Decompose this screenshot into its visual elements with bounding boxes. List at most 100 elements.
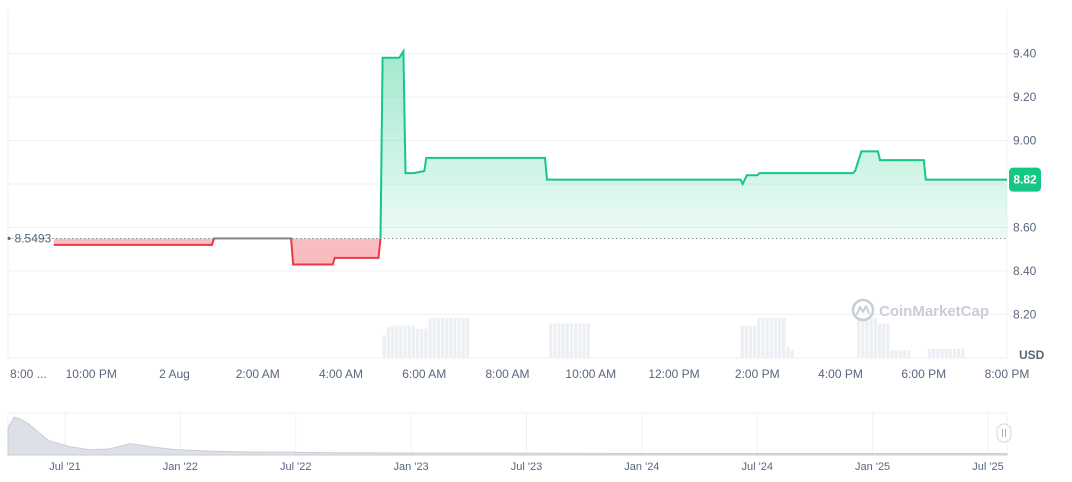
logo-mark — [856, 305, 870, 315]
watermark-text: CoinMarketCap — [879, 303, 989, 320]
coinmarketcap-logo-icon — [851, 298, 875, 322]
volume-bar — [957, 348, 961, 358]
y-tick-label: 9.00 — [1013, 134, 1037, 148]
volume-bar — [386, 327, 390, 358]
y-tick-label: 8.40 — [1013, 264, 1037, 278]
x-tick-label: 4:00 AM — [319, 367, 363, 381]
current-price-label: 8.82 — [1013, 173, 1037, 187]
navigator-tick-label: Jul '21 — [49, 461, 80, 473]
volume-bar — [390, 325, 395, 358]
volume-bar — [873, 318, 877, 358]
volume-bars — [382, 318, 965, 358]
volume-bar — [890, 350, 894, 358]
volume-bar — [927, 348, 932, 358]
y-tick-label: 9.20 — [1013, 90, 1037, 104]
volume-bar — [857, 318, 861, 358]
volume-bar — [753, 325, 757, 358]
y-tick-label: 8.60 — [1013, 221, 1037, 235]
area-above-baseline — [53, 51, 1007, 239]
volume-bar — [574, 323, 578, 358]
volume-bar — [769, 318, 773, 358]
volume-bar — [786, 346, 790, 358]
area-layer — [53, 51, 1007, 265]
volume-bar — [882, 323, 886, 358]
volume-bar — [449, 318, 453, 358]
volume-bar — [415, 328, 420, 358]
volume-bar — [420, 328, 424, 358]
volume-bar — [432, 318, 436, 358]
volume-bar — [861, 318, 865, 358]
volume-bar — [740, 325, 744, 358]
volume-bar — [948, 348, 952, 358]
volume-bar — [961, 348, 965, 358]
volume-bar — [782, 318, 786, 358]
x-tick-label: 4:00 PM — [818, 367, 863, 381]
volume-bar — [932, 348, 936, 358]
volume-bar — [561, 323, 565, 358]
volume-bar — [748, 325, 753, 358]
navigator-tick-label: Jan '22 — [163, 461, 198, 473]
volume-bar — [461, 318, 465, 358]
volume-bar — [569, 323, 574, 358]
volume-bar — [586, 323, 590, 358]
x-tick-label: 10:00 PM — [66, 367, 117, 381]
baseline-label: • 8.5493 — [7, 232, 52, 246]
y-tick-label: 8.20 — [1013, 308, 1037, 322]
volume-bar — [765, 318, 769, 358]
x-tick-label: 8:00 ... — [10, 367, 47, 381]
navigator-area — [7, 416, 1008, 456]
volume-bar — [553, 323, 557, 358]
navigator-tick-label: Jul '23 — [511, 461, 542, 473]
volume-bar — [778, 318, 782, 358]
volume-bar — [549, 323, 553, 358]
volume-bar — [894, 350, 898, 358]
x-tick-label: 6:00 PM — [901, 367, 946, 381]
volume-bar — [773, 318, 778, 358]
navigator-tick-label: Jan '25 — [855, 461, 890, 473]
x-tick-label: 10:00 AM — [565, 367, 616, 381]
x-tick-label: 8:00 AM — [485, 367, 529, 381]
x-tick-label: 2:00 AM — [236, 367, 280, 381]
volume-bar — [453, 318, 457, 358]
volume-bar — [757, 318, 761, 358]
volume-bar — [424, 328, 428, 358]
x-tick-label: 8:00 PM — [985, 367, 1030, 381]
volume-bar — [428, 318, 432, 358]
volume-bar — [407, 325, 411, 358]
volume-bar — [944, 348, 948, 358]
volume-bar — [403, 325, 407, 358]
volume-bar — [411, 325, 415, 358]
volume-bar — [869, 318, 873, 358]
volume-bar — [445, 318, 449, 358]
volume-bar — [877, 323, 882, 358]
volume-bar — [565, 323, 569, 358]
navigator-tick-label: Jul '24 — [742, 461, 773, 473]
volume-bar — [898, 350, 902, 358]
volume-bar — [952, 348, 957, 358]
navigator-handle[interactable] — [996, 423, 1012, 443]
navigator-tick-label: Jul '25 — [972, 461, 1003, 473]
volume-bar — [557, 323, 561, 358]
x-tick-label: 12:00 PM — [648, 367, 699, 381]
grid-layer — [7, 10, 1008, 359]
y-tick-label: 9.40 — [1013, 47, 1037, 61]
line-layer — [53, 47, 1007, 266]
navigator-tick-label: Jul '22 — [280, 461, 311, 473]
volume-bar — [582, 323, 586, 358]
navigator-tick-label: Jan '23 — [394, 461, 429, 473]
navigator-tick-label: Jan '24 — [624, 461, 659, 473]
volume-bar — [744, 325, 748, 358]
x-tick-label: 2:00 PM — [735, 367, 780, 381]
x-tick-label: 6:00 AM — [402, 367, 446, 381]
volume-bar — [761, 318, 765, 358]
volume-bar — [790, 350, 794, 358]
area-below-baseline — [53, 238, 381, 265]
volume-bar — [457, 318, 461, 358]
watermark: CoinMarketCap — [851, 298, 989, 322]
volume-bar — [940, 348, 944, 358]
current-price-badge — [1009, 167, 1041, 192]
navigator[interactable]: Jul '21 Jan '22 Jul '22 Jan '23 Jul '23 Jan '… — [7, 412, 1012, 473]
volume-bar — [907, 350, 911, 358]
